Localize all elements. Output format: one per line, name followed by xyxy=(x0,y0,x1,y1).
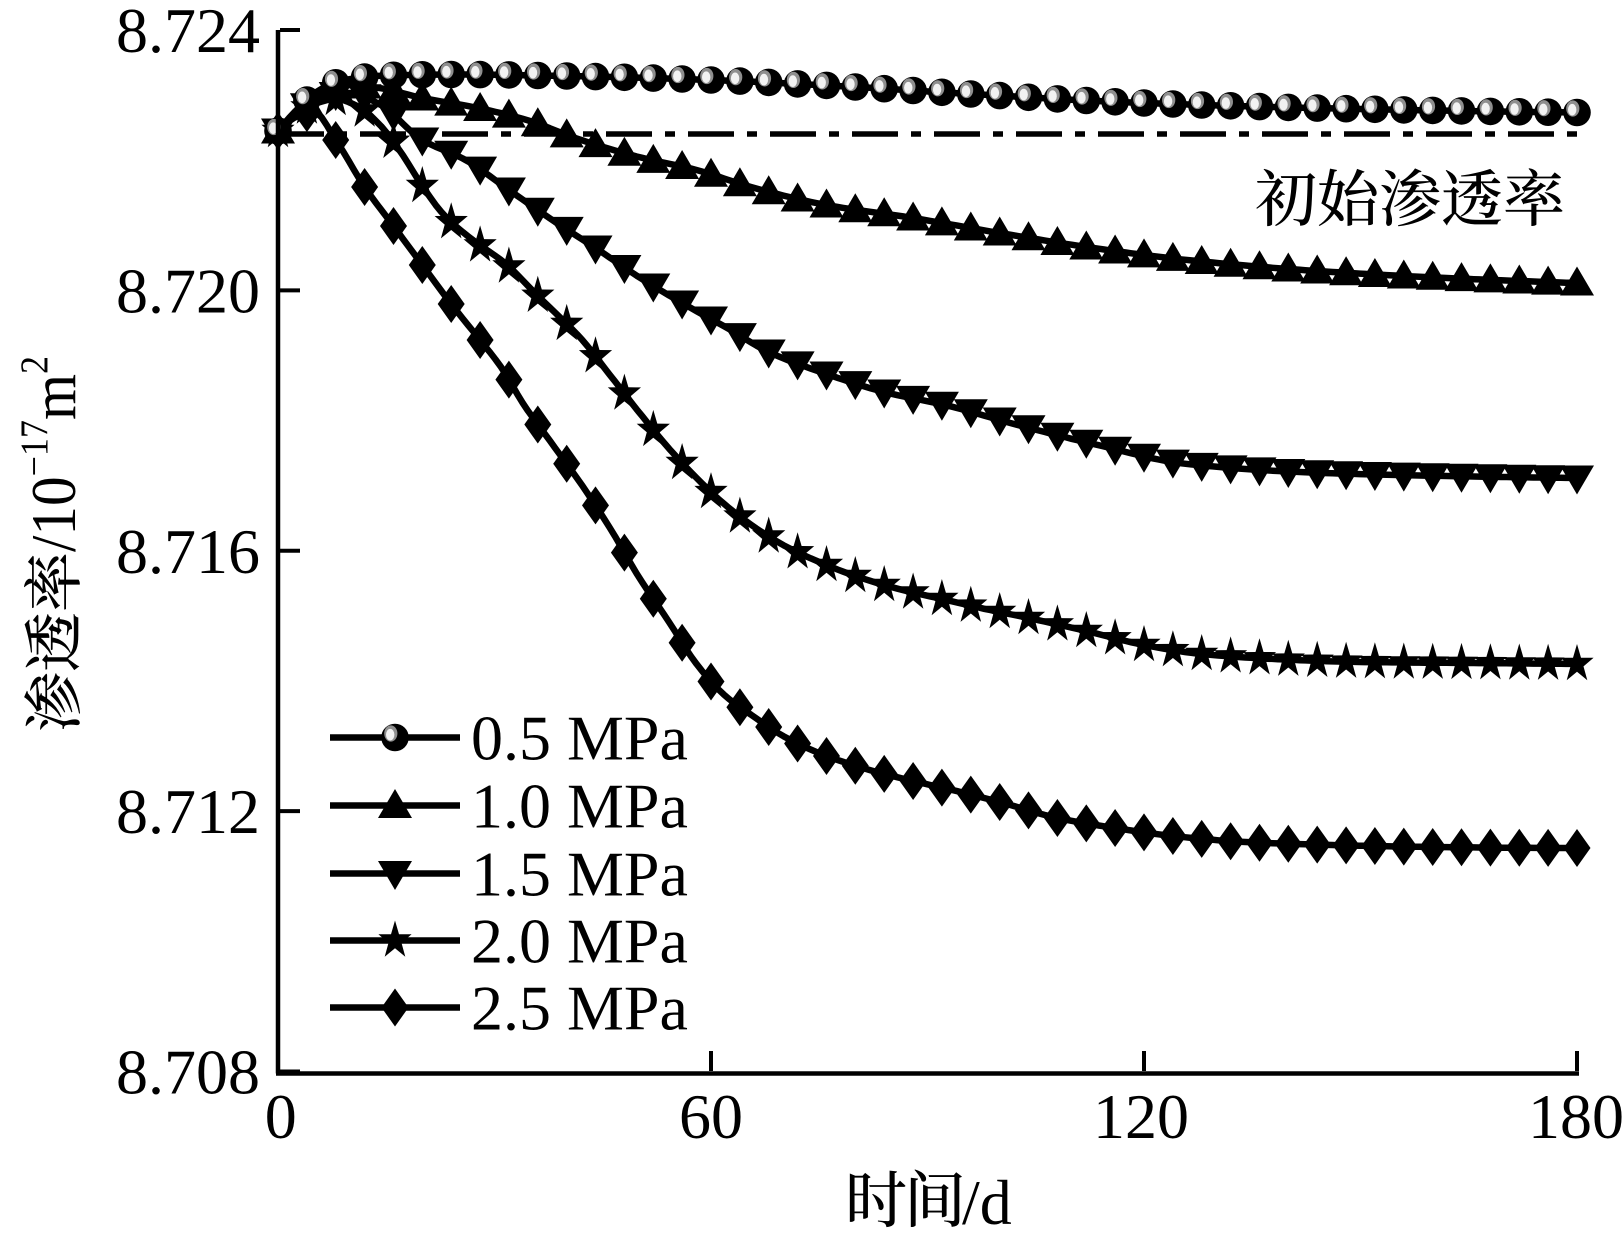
svg-text:120: 120 xyxy=(1093,1081,1189,1152)
svg-text:2.0 MPa: 2.0 MPa xyxy=(471,906,688,977)
svg-text:1.0 MPa: 1.0 MPa xyxy=(471,771,688,842)
svg-text:8.712: 8.712 xyxy=(116,776,260,847)
svg-text:1.5 MPa: 1.5 MPa xyxy=(471,839,688,910)
svg-text:0: 0 xyxy=(265,1081,297,1152)
svg-text:0.5 MPa: 0.5 MPa xyxy=(471,703,688,774)
svg-text:8.708: 8.708 xyxy=(116,1037,260,1108)
svg-text:/d: /d xyxy=(962,1167,1012,1238)
svg-text:180: 180 xyxy=(1528,1081,1624,1152)
svg-text:8.724: 8.724 xyxy=(116,0,260,66)
svg-text:2.5 MPa: 2.5 MPa xyxy=(471,973,688,1044)
svg-text:8.720: 8.720 xyxy=(116,255,260,326)
svg-text:60: 60 xyxy=(679,1081,743,1152)
svg-text:8.716: 8.716 xyxy=(116,516,260,587)
